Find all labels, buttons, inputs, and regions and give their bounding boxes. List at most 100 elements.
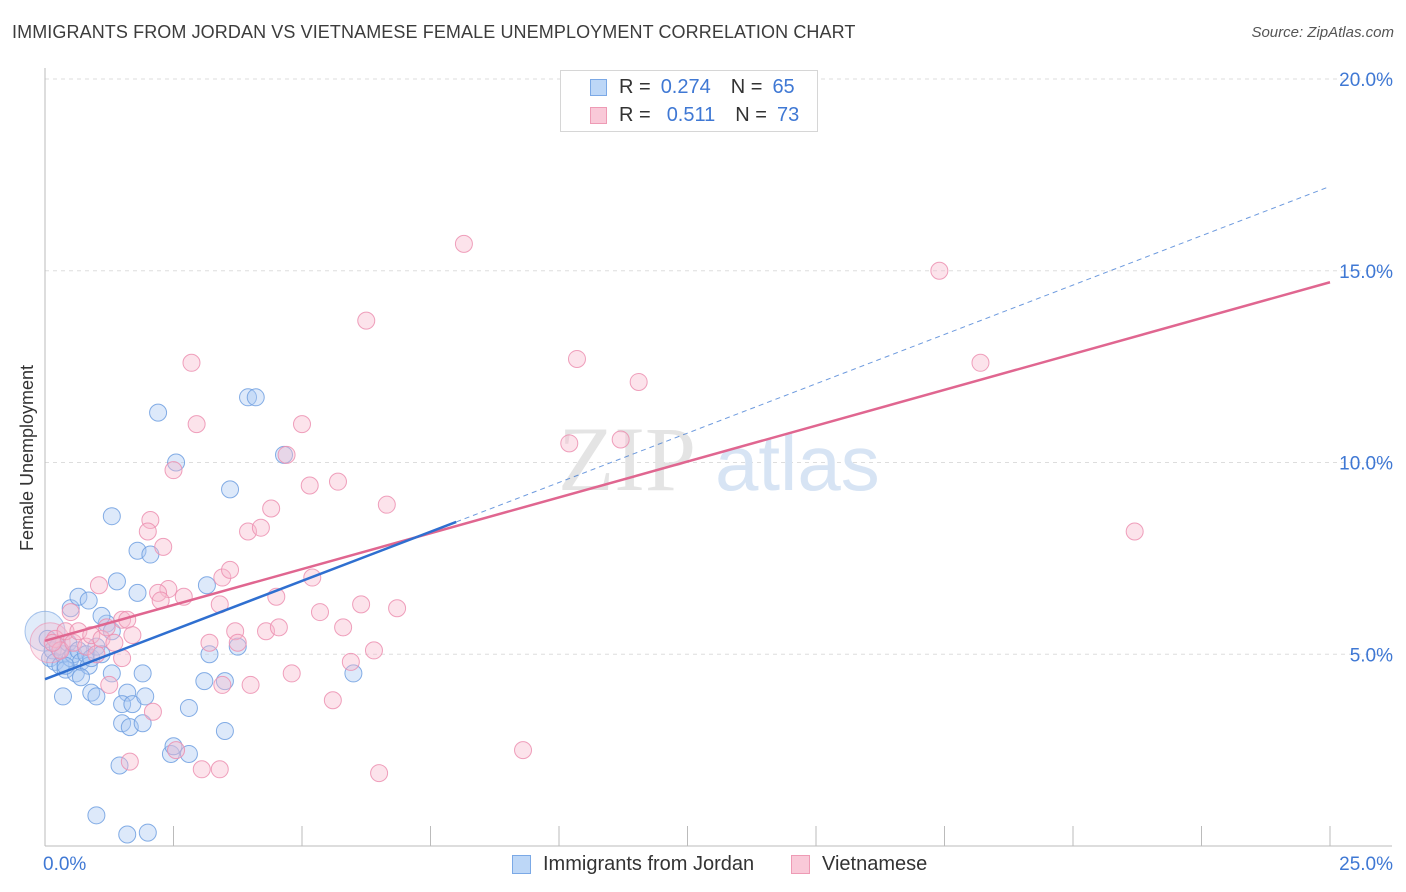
legend-r-value: 0.274 <box>660 75 711 98</box>
vietnamese-point <box>334 618 353 637</box>
jordan-point <box>110 756 129 775</box>
jordan-point <box>118 825 137 844</box>
jordan-point <box>71 668 90 687</box>
bottom-legend-jordan[interactable]: Immigrants from Jordan <box>512 850 754 878</box>
vietnamese-point <box>100 675 119 694</box>
jordan-point <box>53 687 72 706</box>
vietnamese-point <box>310 603 329 622</box>
jordan-point <box>87 806 106 825</box>
jordan-point <box>136 687 155 706</box>
legend-r-value: 0.511 <box>666 103 716 126</box>
y-tick-label: 10.0% <box>1339 454 1393 475</box>
bottom-legend-vietnamese[interactable]: Vietnamese <box>791 850 927 878</box>
vietnamese-point <box>123 626 142 645</box>
vietnamese-point <box>293 415 311 434</box>
jordan-point <box>246 388 265 407</box>
y-tick-label: 15.0% <box>1339 262 1393 283</box>
vietnamese-point <box>971 353 990 372</box>
vietnamese-point <box>357 311 376 330</box>
jordan-point <box>215 721 234 740</box>
vietnamese-trend-line <box>44 281 1331 643</box>
correlation-legend: R = 0.274 N = 65 R = 0.511 N = 73 <box>560 70 818 132</box>
vietnamese-point <box>164 461 183 480</box>
jordan-point <box>128 583 147 602</box>
jordan-point <box>221 480 240 499</box>
vietnamese-point <box>141 511 160 530</box>
vietnamese-point <box>930 261 949 280</box>
vietnamese-point <box>241 675 260 694</box>
vietnamese-point <box>143 702 162 721</box>
vietnamese-point <box>154 537 173 556</box>
vietnamese-point <box>182 353 201 372</box>
legend-r-label: R = <box>619 103 651 126</box>
vietnamese-point <box>1125 522 1144 541</box>
x-tick-label-min: 0.0% <box>43 854 86 875</box>
vietnamese-point <box>192 760 211 779</box>
vietnamese-point <box>262 499 281 518</box>
jordan-point <box>344 664 363 683</box>
tick-labels: 5.0% 10.0% 15.0% 20.0% 0.0% 25.0% <box>43 70 1393 875</box>
vietnamese-point <box>454 234 473 253</box>
jordan-point <box>102 507 121 526</box>
jordan-trend-line <box>44 520 457 681</box>
legend-n-label: N = <box>730 75 763 98</box>
jordan-point <box>69 587 88 606</box>
axis-layer <box>44 68 1392 847</box>
series-vietnamese-points <box>29 234 1144 783</box>
trend-lines <box>44 185 1331 681</box>
vietnamese-point <box>120 752 139 771</box>
jordan-point <box>195 672 214 691</box>
grid-layer <box>45 78 1392 655</box>
legend-swatch-vietnamese <box>791 854 810 874</box>
vietnamese-point <box>200 633 219 652</box>
jordan-point <box>149 403 168 422</box>
jordan-point <box>102 664 121 683</box>
bottom-legend-label-jordan: Immigrants from Jordan <box>543 852 755 875</box>
vietnamese-point <box>388 599 407 618</box>
legend-swatch-jordan <box>512 854 531 874</box>
jordan-point <box>87 687 106 706</box>
y-axis-label: Female Unemployment <box>17 365 37 551</box>
jordan-point <box>179 698 198 717</box>
watermark-atlas: atlas <box>715 419 880 507</box>
vietnamese-point <box>377 495 396 514</box>
bottom-legend-label-vietnamese: Vietnamese <box>822 852 928 875</box>
vietnamese-point <box>300 476 319 495</box>
legend-n-value: 65 <box>772 75 795 98</box>
x-tick-label-max: 25.0% <box>1339 854 1393 875</box>
vietnamese-point <box>187 415 206 434</box>
vietnamese-point <box>226 622 245 641</box>
vietnamese-point <box>82 626 101 645</box>
y-tick-label: 20.0% <box>1339 70 1393 91</box>
jordan-point <box>239 388 258 407</box>
jordan-point <box>133 664 152 683</box>
jordan-point <box>107 572 126 591</box>
vietnamese-point <box>567 349 586 368</box>
vietnamese-point <box>61 603 80 622</box>
vietnamese-point <box>105 633 124 652</box>
chart-title: IMMIGRANTS FROM JORDAN VS VIETNAMESE FEM… <box>12 22 856 42</box>
legend-n-label: N = <box>735 103 767 126</box>
legend-row-vietnamese: R = 0.511 N = 73 <box>561 101 799 129</box>
jordan-point <box>228 637 247 656</box>
jordan-point <box>118 683 137 702</box>
vietnamese-point <box>138 522 157 541</box>
vietnamese-point <box>228 633 247 652</box>
vietnamese-point <box>269 618 288 637</box>
vietnamese-point <box>323 691 342 710</box>
vietnamese-point <box>341 652 360 671</box>
vietnamese-point <box>370 764 389 783</box>
legend-swatch-vietnamese <box>590 106 607 124</box>
legend-swatch-jordan <box>590 78 607 96</box>
watermark-zip: ZIP <box>558 408 696 510</box>
legend-r-label: R = <box>619 75 651 98</box>
vietnamese-point <box>364 641 383 660</box>
vietnamese-point <box>611 430 630 449</box>
jordan-point <box>79 591 98 610</box>
vietnamese-point <box>221 560 240 579</box>
vietnamese-point <box>89 576 108 595</box>
jordan-point <box>138 823 157 842</box>
vietnamese-point <box>629 372 648 391</box>
